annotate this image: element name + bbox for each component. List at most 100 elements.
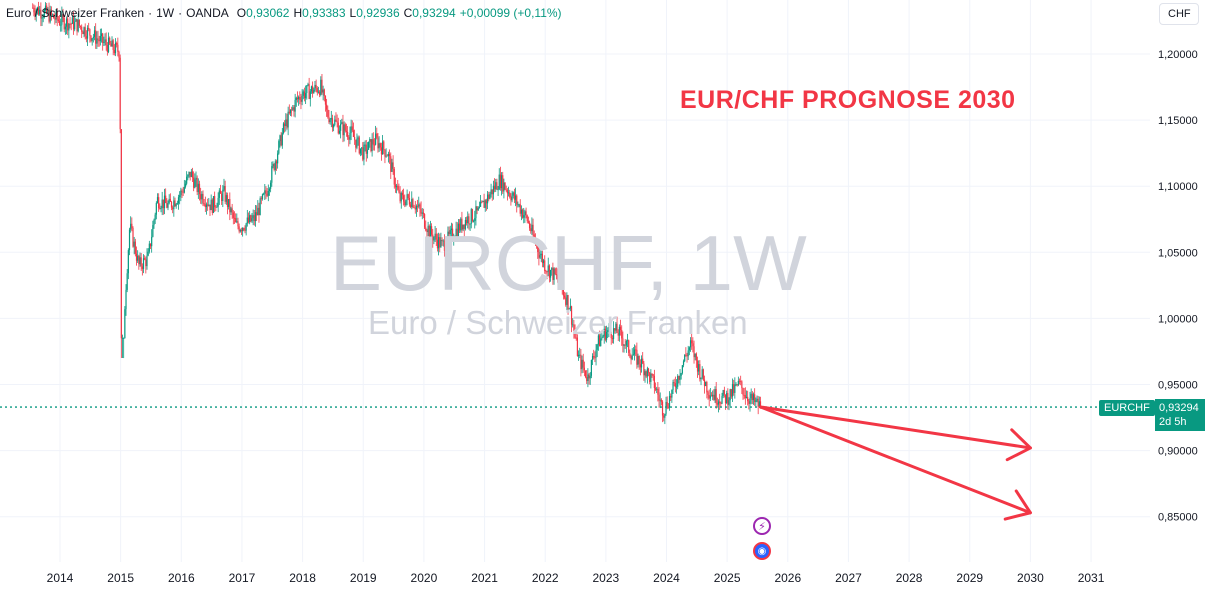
- currency-selector[interactable]: CHF: [1159, 3, 1199, 25]
- candle-body: [373, 144, 376, 146]
- candle-body: [338, 130, 341, 134]
- candle-body: [181, 190, 183, 192]
- candle-body: [264, 190, 266, 194]
- candle-body: [275, 161, 278, 164]
- y-tick-label: 1,20000: [1158, 49, 1198, 61]
- candle-body: [631, 355, 633, 360]
- candle-body: [251, 218, 253, 222]
- candle-body: [756, 398, 758, 401]
- candle-body: [660, 399, 662, 402]
- candle-body: [405, 199, 407, 206]
- candle-body: [141, 266, 143, 269]
- candle-body: [196, 177, 198, 193]
- candle-body: [420, 208, 422, 214]
- candle-body: [139, 257, 141, 265]
- candle-body: [461, 218, 463, 230]
- last-price-value: 0,93294: [1159, 402, 1199, 414]
- candle-body: [372, 139, 374, 145]
- globe-icon[interactable]: ◉: [753, 542, 771, 560]
- candle-body: [89, 29, 91, 36]
- chart-legend[interactable]: Euro / Schweizer Franken · 1W · OANDA O0…: [6, 6, 562, 20]
- candle-body: [345, 130, 348, 132]
- candle-body: [363, 144, 365, 160]
- x-tick-label: 2025: [714, 571, 741, 585]
- candle-body: [544, 260, 546, 272]
- candle-body: [681, 365, 683, 374]
- candle-body: [207, 204, 209, 206]
- candle-body: [190, 171, 192, 177]
- candle-body: [257, 207, 259, 216]
- candle-body: [404, 201, 406, 206]
- candle-body: [365, 144, 367, 154]
- candle-body: [489, 194, 491, 199]
- candle-body: [488, 194, 490, 199]
- candle-body: [186, 176, 188, 184]
- candle-body: [596, 344, 598, 350]
- candle-body: [131, 223, 133, 228]
- candle-body: [687, 350, 689, 357]
- candle-body: [60, 24, 62, 26]
- candle-body: [195, 177, 197, 180]
- flash-icon[interactable]: ⚡: [753, 517, 771, 535]
- candle-body: [201, 193, 203, 200]
- candle-body: [85, 36, 87, 39]
- candle-body: [602, 336, 604, 338]
- candle-body: [538, 251, 540, 258]
- candle-body: [249, 215, 251, 223]
- candle-body: [92, 36, 94, 39]
- candle-body: [665, 402, 667, 414]
- candle-body: [530, 228, 532, 232]
- candle-body: [301, 95, 303, 102]
- high-label: H: [293, 6, 303, 20]
- candle-body: [575, 337, 577, 339]
- candle-body: [310, 86, 313, 92]
- candle-body: [333, 124, 335, 128]
- candle-body: [356, 138, 358, 148]
- candle-body: [491, 189, 493, 195]
- candle-body: [411, 199, 413, 208]
- candle-body: [485, 200, 488, 204]
- candle-body: [277, 153, 279, 164]
- candle-body: [182, 191, 184, 193]
- candle-body: [496, 182, 498, 190]
- candle-body: [736, 384, 738, 386]
- candle-body: [272, 164, 274, 167]
- candle-body: [210, 199, 212, 211]
- candle-body: [567, 295, 569, 310]
- candle-body: [692, 343, 694, 347]
- candle-body: [64, 26, 66, 30]
- candle-body: [679, 375, 681, 380]
- candle-body: [314, 84, 316, 90]
- candle-body: [198, 183, 201, 195]
- candle-body: [165, 195, 167, 204]
- candle-body: [240, 229, 243, 232]
- candle-body: [291, 109, 293, 111]
- candle-body: [656, 388, 658, 390]
- candle-body: [246, 217, 248, 224]
- candle-body: [286, 119, 288, 128]
- candle-body: [715, 389, 717, 404]
- candle-body: [414, 207, 416, 210]
- candle-body: [430, 226, 433, 235]
- x-tick-label: 2028: [896, 571, 923, 585]
- candle-body: [454, 237, 456, 240]
- candle-body: [228, 199, 230, 207]
- candle-body: [303, 91, 306, 99]
- legend-separator: ·: [148, 6, 153, 20]
- candle-body: [168, 198, 170, 204]
- candle-body: [744, 395, 746, 398]
- candle-body: [677, 375, 679, 387]
- candle-body: [418, 204, 420, 207]
- candle-body: [674, 383, 676, 387]
- candle-body: [661, 401, 664, 416]
- candle-body: [559, 276, 561, 283]
- y-tick-label: 0,90000: [1158, 446, 1198, 458]
- candle-body: [635, 349, 637, 351]
- candle-body: [58, 20, 61, 25]
- candle-body: [84, 27, 86, 37]
- watermark-description: Euro / Schweizer Franken: [368, 304, 748, 341]
- candle-body: [124, 309, 126, 339]
- candle-body: [741, 381, 743, 389]
- candle-body: [229, 199, 231, 213]
